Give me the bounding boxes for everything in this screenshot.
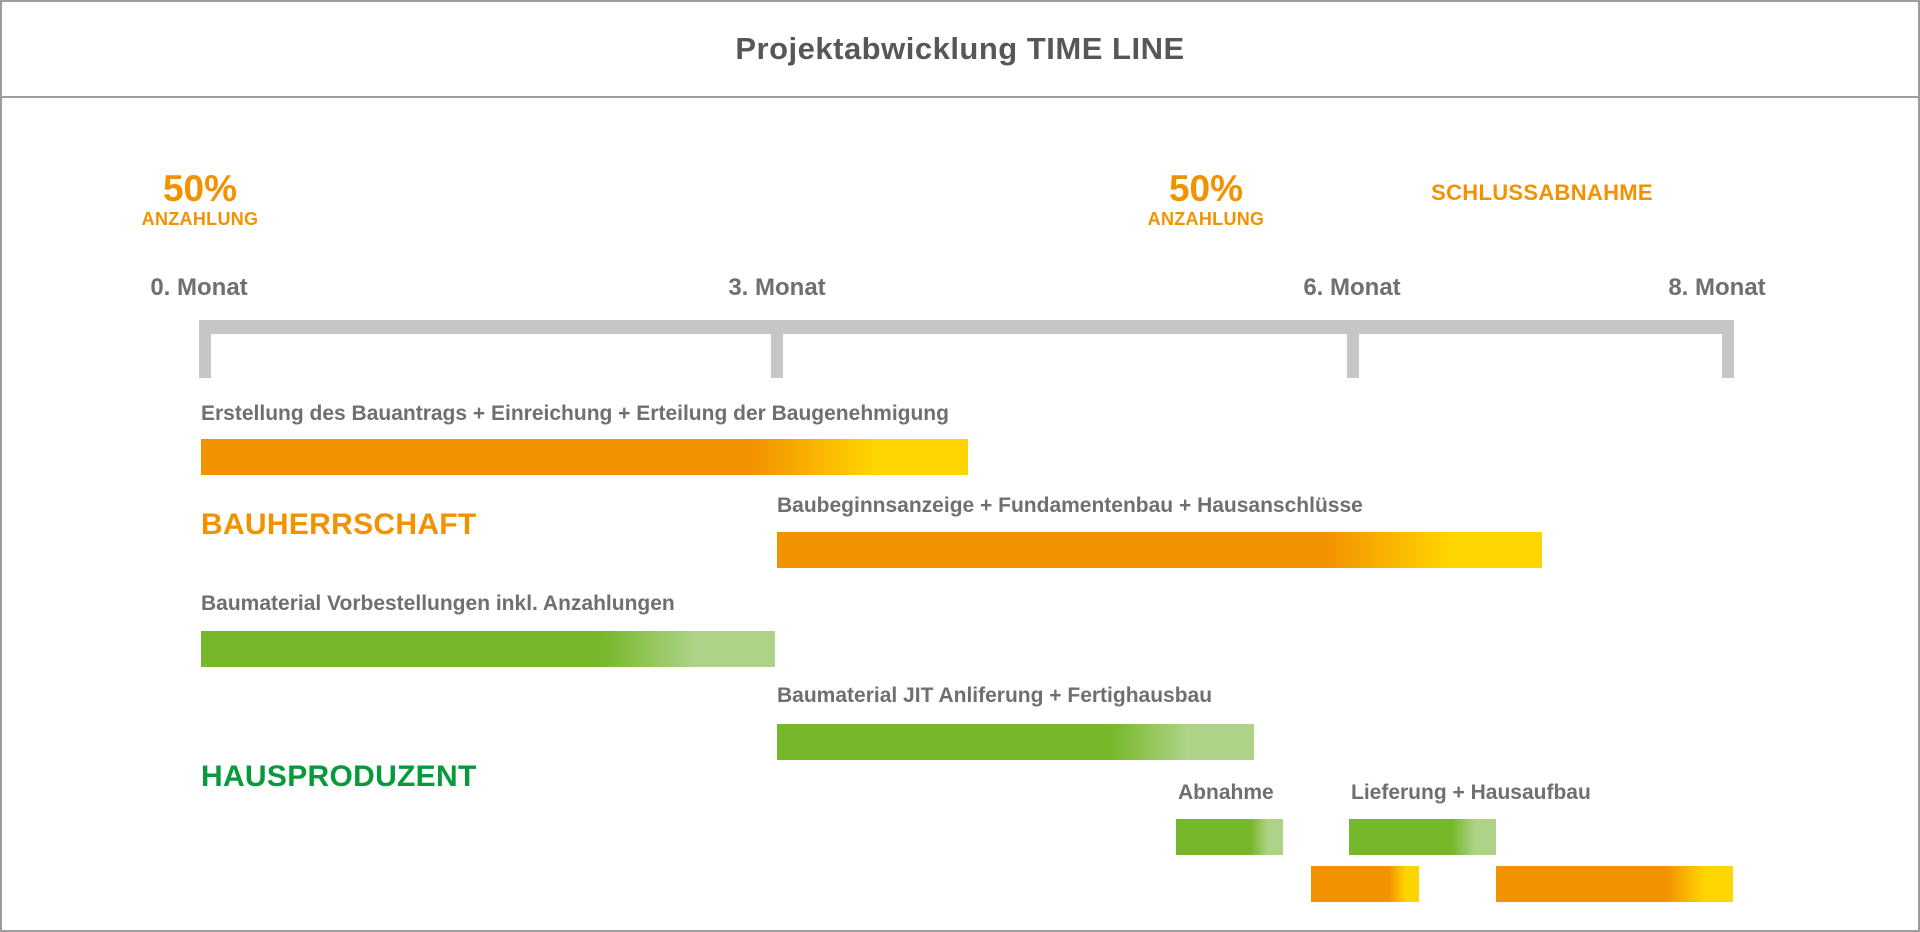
task-bar-jit-anlieferung	[777, 724, 1254, 760]
task-label-bauantrag: Erstellung des Bauantrags + Einreichung …	[201, 402, 949, 425]
title-bar: Projektabwicklung TIME LINE	[2, 2, 1918, 98]
section-label-bauherrschaft: BAUHERRSCHAFT	[201, 508, 477, 541]
task-label-baubeginn: Baubeginnsanzeige + Fundamentenbau + Hau…	[777, 494, 1363, 517]
task-label-abnahme: Abnahme	[1178, 781, 1274, 804]
milestone-deposit-1-label: ANZAHLUNG	[141, 209, 259, 229]
task-label-vorbestellungen: Baumaterial Vorbestellungen inkl. Anzahl…	[201, 592, 675, 615]
timeline-tick-month-8	[1722, 320, 1734, 378]
month-label-8: 8. Monat	[1668, 274, 1766, 301]
task-label-lieferung: Lieferung + Hausaufbau	[1351, 781, 1591, 804]
milestone-deposit-2-percent: 50%	[1168, 168, 1244, 209]
milestone-deposit-1: 50% ANZAHLUNG	[142, 170, 259, 230]
milestone-deposit-1-percent: 50%	[162, 168, 238, 209]
task-bar-payment-2	[1496, 866, 1733, 902]
task-bar-baubeginn	[777, 532, 1542, 568]
milestone-deposit-2: 50% ANZAHLUNG	[1148, 170, 1265, 230]
task-bar-lieferung	[1349, 819, 1496, 855]
task-bar-bauantrag	[201, 439, 968, 475]
milestone-final-acceptance-label: SCHLUSSABNAHME	[1431, 180, 1653, 205]
task-bar-payment-1	[1311, 866, 1419, 902]
month-label-6: 6. Monat	[1303, 274, 1401, 301]
timeline-tick-month-3	[771, 320, 783, 378]
timeline-tick-month-0	[199, 320, 211, 378]
page-title: Projektabwicklung TIME LINE	[735, 31, 1185, 66]
month-label-0: 0. Monat	[150, 274, 248, 301]
month-label-3: 3. Monat	[728, 274, 826, 301]
section-label-hausproduzent: HAUSPRODUZENT	[201, 760, 477, 793]
task-label-jit-anlieferung: Baumaterial JIT Anliferung + Fertighausb…	[777, 684, 1213, 707]
timeline-axis-bar	[199, 320, 1734, 334]
task-bar-abnahme	[1176, 819, 1283, 855]
task-bar-vorbestellungen	[201, 631, 775, 667]
milestone-deposit-2-label: ANZAHLUNG	[1147, 209, 1265, 229]
timeline-tick-month-6	[1347, 320, 1359, 378]
